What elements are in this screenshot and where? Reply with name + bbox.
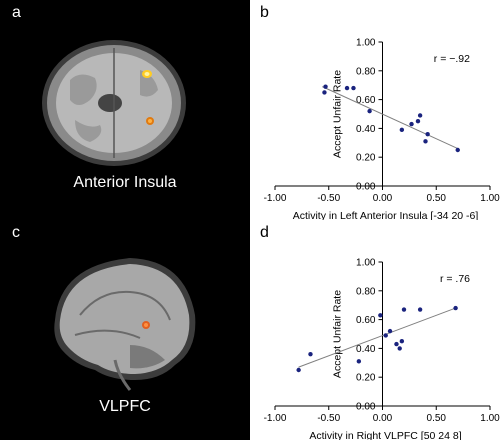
y-tick-label: 0.40 xyxy=(356,124,376,135)
y-tick-label: 0.00 xyxy=(356,402,376,413)
x-tick-label: 1.00 xyxy=(480,193,500,204)
y-tick-label: 0.60 xyxy=(356,95,376,106)
data-point xyxy=(296,367,301,373)
y-tick-label: 0.60 xyxy=(356,315,376,326)
y-tick-label: 0.40 xyxy=(356,344,376,355)
data-point xyxy=(351,85,356,91)
brain-image-axial-panel: a Anterior Insula xyxy=(0,0,250,220)
y-tick-label: 0.20 xyxy=(356,373,376,384)
data-point xyxy=(423,139,428,144)
x-tick-label: 1.00 xyxy=(480,413,500,424)
data-point xyxy=(322,90,327,95)
x-tick-label: 0.00 xyxy=(373,193,393,204)
data-point xyxy=(425,131,430,137)
panel-label-d: d xyxy=(260,224,269,241)
data-point xyxy=(387,328,393,334)
data-point xyxy=(401,307,407,312)
brain-image-sagittal-panel: c VLPFC xyxy=(0,220,250,440)
data-point xyxy=(417,307,423,312)
caption-vlpfc: VLPFC xyxy=(99,398,151,415)
data-point xyxy=(453,305,458,311)
data-point xyxy=(409,121,414,127)
data-point xyxy=(308,351,313,357)
x-tick-label: -1.00 xyxy=(264,413,287,424)
y-axis-label: Accept Unfair Rate xyxy=(332,70,344,158)
panel-label-a: a xyxy=(12,4,21,21)
data-point xyxy=(344,85,350,91)
y-tick-label: 0.20 xyxy=(356,153,376,164)
x-axis-label: Activity in Right VLPFC [50 24 8] xyxy=(309,430,461,440)
x-tick-label: 0.50 xyxy=(427,413,447,424)
correlation-annotation: r = −.92 xyxy=(434,53,470,65)
data-point xyxy=(323,84,328,89)
data-point xyxy=(394,341,399,347)
correlation-annotation: r = .76 xyxy=(440,273,470,285)
panel-label-c: c xyxy=(12,224,20,241)
panel-label-b: b xyxy=(260,4,269,21)
y-tick-label: 0.80 xyxy=(356,286,376,297)
data-point xyxy=(397,346,402,351)
caption-anterior-insula: Anterior Insula xyxy=(73,174,177,191)
data-point xyxy=(455,147,460,153)
y-tick-label: 1.00 xyxy=(356,258,376,269)
x-tick-label: 0.00 xyxy=(373,413,393,424)
data-point xyxy=(367,108,372,114)
y-tick-label: 0.00 xyxy=(356,182,376,193)
scatter-chart-insula: -1.00 -0.50 0.00 0.50 1.00 0.00 0.20 0.40 0.60 0.… xyxy=(264,38,500,221)
regression-line xyxy=(298,307,456,368)
y-tick-label: 0.80 xyxy=(356,66,376,77)
x-axis-label: Activity in Left Anterior Insula [-34 20… xyxy=(293,210,479,220)
x-tick-label: -0.50 xyxy=(317,413,340,424)
x-tick-label: -1.00 xyxy=(264,193,287,204)
data-point xyxy=(383,333,388,338)
sagittal-brain-image xyxy=(54,258,196,391)
data-point xyxy=(415,119,421,124)
data-point xyxy=(378,313,383,318)
y-tick-label: 1.00 xyxy=(356,38,376,49)
y-axis-label: Accept Unfair Rate xyxy=(332,290,344,378)
data-point xyxy=(356,359,362,364)
data-point xyxy=(417,113,423,118)
axial-brain-image xyxy=(42,40,186,166)
x-tick-label: -0.50 xyxy=(317,193,340,204)
data-point xyxy=(399,127,405,133)
regression-line xyxy=(322,86,458,150)
data-point xyxy=(399,339,405,344)
scatter-chart-vlpfc: -1.00 -0.50 0.00 0.50 1.00 0.00 0.20 0.40 0.60 0.… xyxy=(264,258,500,441)
x-tick-label: 0.50 xyxy=(427,193,447,204)
